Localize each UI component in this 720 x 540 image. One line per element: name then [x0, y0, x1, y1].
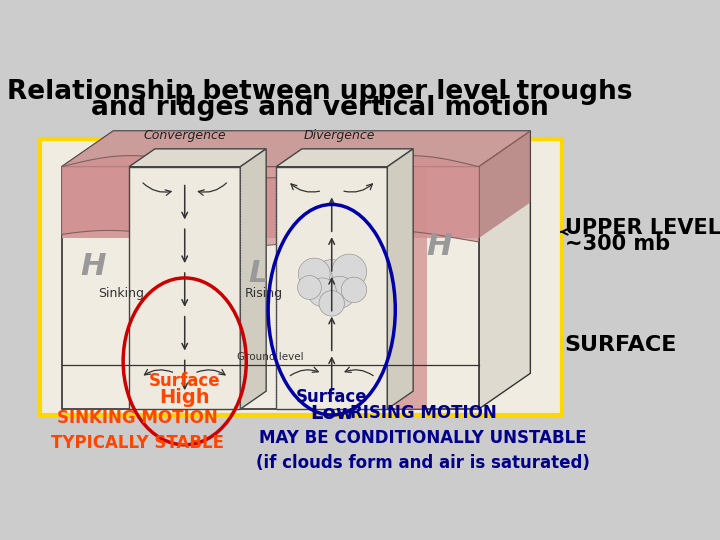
Text: Relationship between upper level troughs: Relationship between upper level troughs — [7, 79, 633, 105]
Text: SURFACE: SURFACE — [564, 335, 677, 355]
Polygon shape — [479, 131, 531, 238]
Text: SINKING MOTION
TYPICALLY STABLE: SINKING MOTION TYPICALLY STABLE — [50, 409, 223, 452]
Polygon shape — [240, 149, 266, 409]
Bar — [61, 167, 479, 409]
Text: H: H — [81, 252, 106, 280]
Circle shape — [297, 275, 321, 299]
Polygon shape — [479, 131, 531, 409]
Polygon shape — [61, 131, 531, 167]
Text: UPPER LEVEL: UPPER LEVEL — [564, 218, 720, 238]
Circle shape — [308, 278, 336, 307]
Text: RISING MOTION
MAY BE CONDITIONALLY UNSTABLE
(if clouds form and air is saturated: RISING MOTION MAY BE CONDITIONALLY UNSTA… — [256, 404, 590, 472]
Text: Rising: Rising — [245, 287, 283, 300]
Text: Surface: Surface — [296, 388, 367, 406]
Text: Sinking: Sinking — [98, 287, 144, 300]
Polygon shape — [129, 149, 266, 167]
Text: Divergence: Divergence — [304, 129, 375, 142]
Text: Low: Low — [310, 403, 354, 422]
Text: ~300 mb: ~300 mb — [564, 234, 670, 254]
Circle shape — [319, 291, 344, 316]
Polygon shape — [276, 149, 413, 167]
Circle shape — [341, 277, 366, 302]
Polygon shape — [61, 131, 531, 167]
Circle shape — [324, 276, 356, 308]
Text: L: L — [248, 260, 268, 288]
Circle shape — [310, 260, 354, 304]
Bar — [276, 167, 387, 409]
Bar — [40, 139, 562, 415]
Bar — [61, 167, 479, 238]
Circle shape — [332, 254, 366, 289]
Bar — [395, 167, 427, 409]
Text: High: High — [159, 388, 210, 407]
Text: Ground level: Ground level — [237, 352, 303, 362]
Text: Surface: Surface — [149, 372, 220, 390]
Text: Convergence: Convergence — [143, 129, 226, 142]
Text: H: H — [426, 232, 451, 261]
Text: and ridges and vertical motion: and ridges and vertical motion — [91, 95, 549, 121]
Circle shape — [298, 258, 330, 290]
Polygon shape — [387, 149, 413, 409]
Bar — [129, 167, 240, 409]
